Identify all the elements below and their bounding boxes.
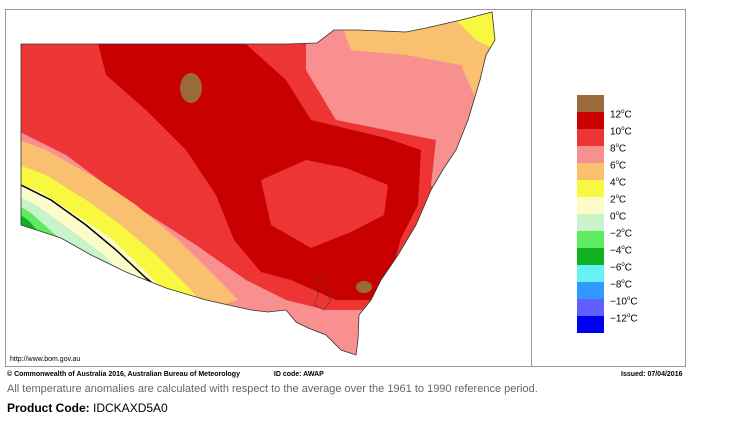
legend-swatch (577, 282, 604, 299)
legend-swatch (577, 248, 604, 265)
legend-swatch (577, 214, 604, 231)
product-code-value: IDCKAXD5A0 (93, 401, 168, 415)
copyright-text: © Commonwealth of Australia 2016, Austra… (7, 371, 240, 378)
legend-swatch (577, 146, 604, 163)
map-legend-divider (531, 9, 532, 367)
legend-label: −6oC (610, 262, 632, 274)
legend-label: 6oC (610, 160, 627, 172)
legend-label: −12oC (610, 313, 638, 325)
legend-swatch (577, 197, 604, 214)
reference-note: All temperature anomalies are calculated… (7, 383, 538, 395)
anomaly-12c-north (180, 73, 202, 103)
source-url: http://www.bom.gov.au (10, 356, 81, 363)
copyright-line: © Commonwealth of Australia 2016, Austra… (7, 370, 324, 379)
temperature-anomaly-map (20, 11, 496, 356)
legend-label: −4oC (610, 245, 632, 257)
legend-swatch (577, 299, 604, 316)
legend-swatch (577, 112, 604, 129)
legend-label: −10oC (610, 296, 638, 308)
legend-label: 12oC (610, 109, 632, 121)
band-8c-inner (261, 160, 388, 248)
state-border (20, 11, 496, 356)
legend-swatch (577, 163, 604, 180)
band-2c-northeast (446, 12, 495, 70)
legend-swatch (577, 129, 604, 146)
legend-label: 4oC (610, 177, 627, 189)
legend-swatch (577, 265, 604, 282)
product-code-line: Product Code: IDCKAXD5A0 (7, 401, 168, 415)
issued-date: Issued: 07/04/2016 (621, 371, 683, 378)
anomaly-bands (21, 12, 495, 355)
legend-swatch (577, 316, 604, 333)
legend-label: 10oC (610, 126, 632, 138)
legend-swatch (577, 231, 604, 248)
legend-label: −8oC (610, 279, 632, 291)
legend-swatch (577, 95, 604, 112)
legend-label: −2oC (610, 228, 632, 240)
anomaly-12c-south (356, 281, 372, 293)
legend-label: 0oC (610, 211, 627, 223)
legend-label: 2oC (610, 194, 627, 206)
id-code: ID code: AWAP (273, 371, 324, 378)
product-code-label: Product Code: (7, 401, 90, 415)
legend-label: 8oC (610, 143, 627, 155)
legend-swatch (577, 180, 604, 197)
act-border (313, 277, 332, 311)
